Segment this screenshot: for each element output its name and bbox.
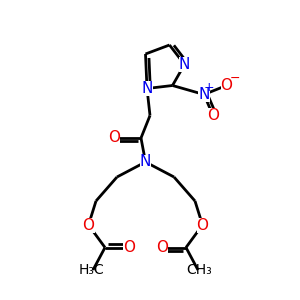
Text: O: O <box>220 78 232 93</box>
Text: N: N <box>179 57 190 72</box>
Text: O: O <box>123 240 135 255</box>
Text: −: − <box>230 72 240 86</box>
Text: O: O <box>207 108 219 123</box>
Text: CH₃: CH₃ <box>187 263 212 277</box>
Text: O: O <box>156 240 168 255</box>
Text: O: O <box>108 130 120 146</box>
Text: +: + <box>204 81 215 94</box>
Text: H₃C: H₃C <box>79 263 104 277</box>
Text: N: N <box>140 154 151 169</box>
Text: O: O <box>82 218 94 232</box>
Text: O: O <box>196 218 208 232</box>
Text: N: N <box>198 87 210 102</box>
Text: N: N <box>141 81 153 96</box>
